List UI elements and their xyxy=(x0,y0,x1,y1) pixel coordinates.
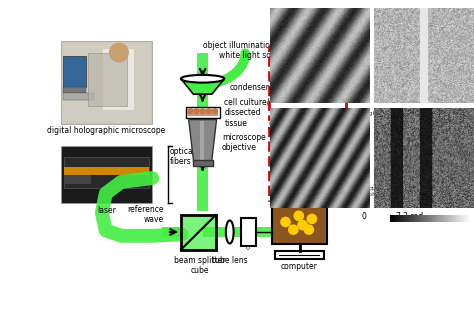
FancyBboxPatch shape xyxy=(64,175,91,184)
Text: digital holographic microscope: digital holographic microscope xyxy=(47,126,165,136)
Polygon shape xyxy=(181,79,224,94)
Text: 0: 0 xyxy=(362,212,366,221)
Polygon shape xyxy=(189,119,217,166)
FancyBboxPatch shape xyxy=(202,227,303,237)
Text: beam splitter
cube: beam splitter cube xyxy=(174,256,225,275)
Text: laser: laser xyxy=(97,206,116,215)
FancyBboxPatch shape xyxy=(63,56,86,87)
Circle shape xyxy=(188,109,192,114)
Circle shape xyxy=(194,109,199,114)
FancyBboxPatch shape xyxy=(63,93,94,100)
FancyBboxPatch shape xyxy=(275,251,324,259)
FancyBboxPatch shape xyxy=(162,227,181,237)
Circle shape xyxy=(109,43,128,62)
Circle shape xyxy=(213,109,218,114)
Circle shape xyxy=(294,211,303,220)
Text: reference
wave: reference wave xyxy=(128,205,164,224)
FancyBboxPatch shape xyxy=(241,218,256,246)
Text: digital hologram: digital hologram xyxy=(282,191,333,196)
FancyBboxPatch shape xyxy=(63,42,151,123)
Ellipse shape xyxy=(181,75,224,83)
Circle shape xyxy=(207,109,211,114)
FancyBboxPatch shape xyxy=(192,160,213,166)
FancyBboxPatch shape xyxy=(187,109,218,116)
Circle shape xyxy=(289,225,298,234)
Text: quantitative
phase image: quantitative phase image xyxy=(367,186,408,196)
Text: cell culture/
dissected
tissue: cell culture/ dissected tissue xyxy=(224,98,270,128)
Text: CCD/CMOS: CCD/CMOS xyxy=(246,215,251,249)
Text: 7.2 rad: 7.2 rad xyxy=(396,212,423,221)
FancyBboxPatch shape xyxy=(181,215,216,250)
FancyBboxPatch shape xyxy=(64,167,149,175)
Text: tube lens: tube lens xyxy=(212,256,247,265)
Text: microscope
objective: microscope objective xyxy=(222,133,266,152)
FancyBboxPatch shape xyxy=(197,53,208,211)
Circle shape xyxy=(307,214,317,223)
Circle shape xyxy=(304,225,313,234)
Text: carrier fringe pattern: carrier fringe pattern xyxy=(274,111,340,116)
Text: object illumination wave /
white light source: object illumination wave / white light s… xyxy=(203,41,302,61)
Circle shape xyxy=(281,217,290,227)
Circle shape xyxy=(201,109,205,114)
FancyBboxPatch shape xyxy=(61,41,152,124)
FancyBboxPatch shape xyxy=(272,205,328,243)
Text: optical
fibers: optical fibers xyxy=(169,147,195,166)
Circle shape xyxy=(298,220,307,230)
FancyBboxPatch shape xyxy=(61,146,152,204)
FancyBboxPatch shape xyxy=(64,157,149,188)
FancyBboxPatch shape xyxy=(200,121,204,164)
Text: bright field image: bright field image xyxy=(360,111,416,116)
Text: condenser: condenser xyxy=(230,84,270,92)
Text: computer: computer xyxy=(281,262,318,271)
Ellipse shape xyxy=(226,220,234,243)
FancyBboxPatch shape xyxy=(103,49,135,110)
FancyBboxPatch shape xyxy=(63,87,86,93)
FancyBboxPatch shape xyxy=(88,53,127,107)
FancyBboxPatch shape xyxy=(186,107,219,118)
